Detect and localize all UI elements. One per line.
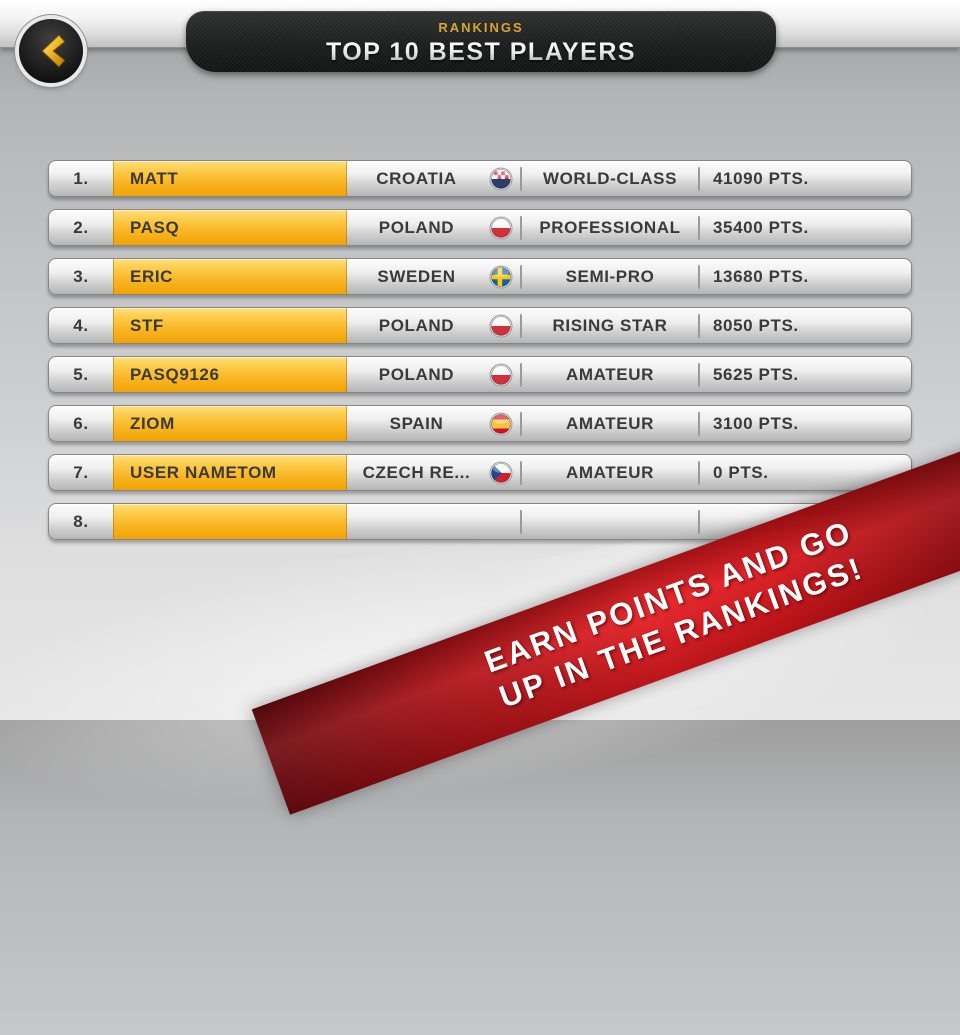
column-divider — [520, 166, 522, 191]
rank-label: 4. — [73, 315, 89, 335]
table-row: 1. MATT CROATIA WORLD-CLASS 41090 PTS. — [48, 160, 912, 197]
skill-label: WORLD-CLASS — [542, 168, 678, 188]
banner-subtitle: RANKINGS — [438, 20, 524, 35]
page-title: TOP 10 BEST PLAYERS — [186, 38, 776, 67]
country-cell: SPAIN — [347, 406, 520, 441]
croatia-flag-icon — [489, 167, 513, 191]
country-label: POLAND — [378, 364, 455, 384]
player-name: STF — [113, 308, 347, 343]
country-cell: POLAND — [347, 308, 520, 343]
rank-label: 2. — [73, 217, 89, 237]
country-label: SWEDEN — [377, 266, 456, 286]
sweden-flag-icon — [489, 265, 513, 289]
rank-label: 6. — [73, 413, 89, 433]
table-row: 6. ZIOM SPAIN AMATEUR 3100 PTS. — [48, 405, 912, 442]
rank-label: 8. — [73, 511, 89, 531]
column-divider — [698, 215, 700, 240]
skill-label: AMATEUR — [566, 462, 654, 482]
rank-label: 7. — [73, 462, 89, 482]
column-divider — [698, 264, 700, 289]
country-label: CROATIA — [376, 168, 457, 188]
points-label: 3100 PTS. — [713, 413, 799, 433]
country-cell — [347, 504, 520, 539]
title-banner: RANKINGS TOP 10 BEST PLAYERS — [186, 11, 776, 72]
poland-flag-icon — [489, 314, 513, 338]
skill-label: PROFESSIONAL — [539, 217, 681, 237]
spain-flag-icon — [489, 412, 513, 436]
player-name: ERIC — [113, 259, 347, 294]
skill-label: AMATEUR — [566, 364, 654, 384]
column-divider — [698, 313, 700, 338]
rank-label: 1. — [73, 168, 89, 188]
table-row: 5. PASQ9126 POLAND AMATEUR 5625 PTS. — [48, 356, 912, 393]
country-label: POLAND — [378, 217, 455, 237]
column-divider — [520, 313, 522, 338]
points-label: 35400 PTS. — [713, 217, 809, 237]
rank-label: 3. — [73, 266, 89, 286]
country-cell: SWEDEN — [347, 259, 520, 294]
column-divider — [698, 460, 700, 485]
rankings-list: 1. MATT CROATIA WORLD-CLASS 41090 PTS. 2. PASQ… — [48, 160, 912, 552]
skill-label — [522, 504, 698, 539]
column-divider — [520, 264, 522, 289]
poland-flag-icon — [489, 216, 513, 240]
player-name: PASQ — [113, 210, 347, 245]
skill-label: RISING STAR — [552, 315, 668, 335]
table-row: 4. STF POLAND RISING STAR 8050 PTS. — [48, 307, 912, 344]
column-divider — [698, 362, 700, 387]
skill-label: AMATEUR — [566, 413, 654, 433]
skill-label: SEMI-PRO — [565, 266, 655, 286]
table-row: 2. PASQ POLAND PROFESSIONAL 35400 PTS. — [48, 209, 912, 246]
country-cell: CZECH RE... — [347, 455, 520, 490]
country-cell: POLAND — [347, 210, 520, 245]
country-cell: POLAND — [347, 357, 520, 392]
column-divider — [698, 509, 700, 534]
country-label: CZECH RE... — [362, 462, 471, 482]
table-row: 7. USER NAMETOM CZECH RE... AMATEUR 0 PTS. — [48, 454, 912, 491]
chevron-left-icon — [36, 32, 66, 70]
table-row: 3. ERIC SWEDEN SEMI-PRO 13680 PTS. — [48, 258, 912, 295]
column-divider — [520, 411, 522, 436]
poland-flag-icon — [489, 363, 513, 387]
column-divider — [698, 166, 700, 191]
rank-label: 5. — [73, 364, 89, 384]
czech-flag-icon — [489, 461, 513, 485]
player-name: PASQ9126 — [113, 357, 347, 392]
points-label: 0 PTS. — [713, 462, 769, 482]
country-label: SPAIN — [389, 413, 444, 433]
player-name: MATT — [113, 161, 347, 196]
points-label: 5625 PTS. — [713, 364, 799, 384]
country-label: POLAND — [378, 315, 455, 335]
column-divider — [520, 362, 522, 387]
column-divider — [520, 460, 522, 485]
player-name — [113, 504, 347, 539]
points-label: 41090 PTS. — [713, 168, 809, 188]
country-cell: CROATIA — [347, 161, 520, 196]
column-divider — [698, 411, 700, 436]
column-divider — [520, 509, 522, 534]
column-divider — [520, 215, 522, 240]
points-label: 8050 PTS. — [713, 315, 799, 335]
player-name: ZIOM — [113, 406, 347, 441]
points-label: 13680 PTS. — [713, 266, 809, 286]
player-name: USER NAMETOM — [113, 455, 347, 490]
back-button[interactable] — [19, 19, 83, 83]
